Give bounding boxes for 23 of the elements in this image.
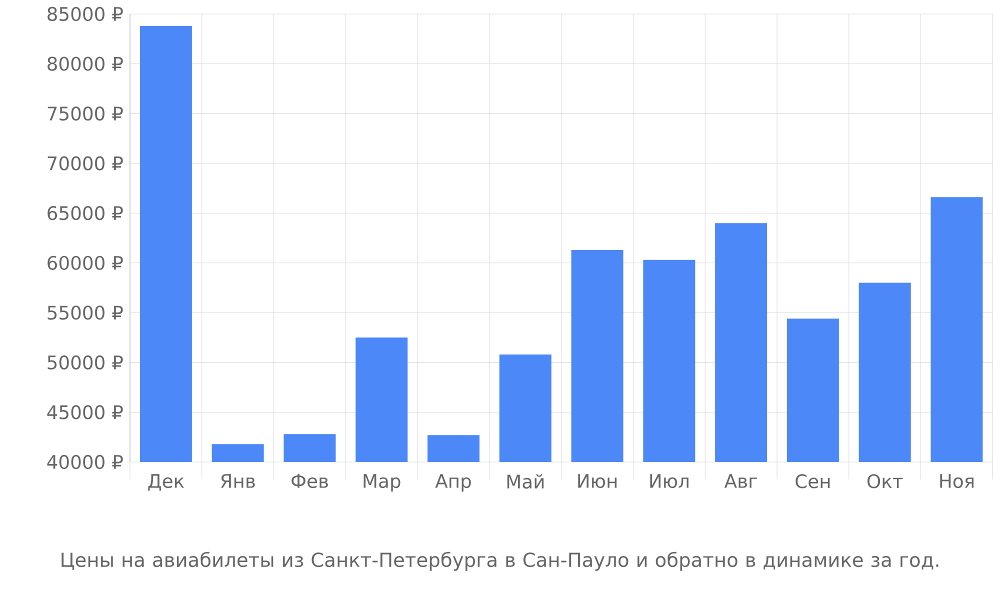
y-tick-label: 50000 ₽ [48,355,123,370]
y-tick-label: 70000 ₽ [48,156,123,170]
x-tick-label: Окт [867,474,903,488]
x-tick-label: Сен [796,474,830,488]
y-tick-label: 80000 ₽ [48,56,123,71]
x-tick-label: Авг [724,474,757,488]
x-tick-label: Фев [292,474,328,488]
y-tick-label: 75000 ₽ [48,106,123,121]
y-tick-label: 60000 ₽ [48,256,123,270]
y-tick-label: 85000 ₽ [48,6,123,22]
x-tick-label: Апр [435,474,471,492]
y-tick-label: 45000 ₽ [47,405,123,420]
x-tick-label: Мар [364,474,400,492]
x-tick-label: Янв [220,474,255,488]
x-tick-label: Май [507,474,544,489]
x-tick-label: Июл [650,474,688,488]
y-tick-label: 40000 ₽ [47,454,123,470]
y-tick-label: 65000 ₽ [48,206,123,220]
x-tick-label: Ноя [940,474,974,488]
x-tick-label: Июн [578,474,617,488]
text: Цены на авиабилеты из Санкт-Петербурга в Сан-Пауло и обратно в динамике за год. [62,552,938,571]
x-tick-label: Дек [148,474,184,491]
y-tick-label: 55000 ₽ [48,306,123,320]
